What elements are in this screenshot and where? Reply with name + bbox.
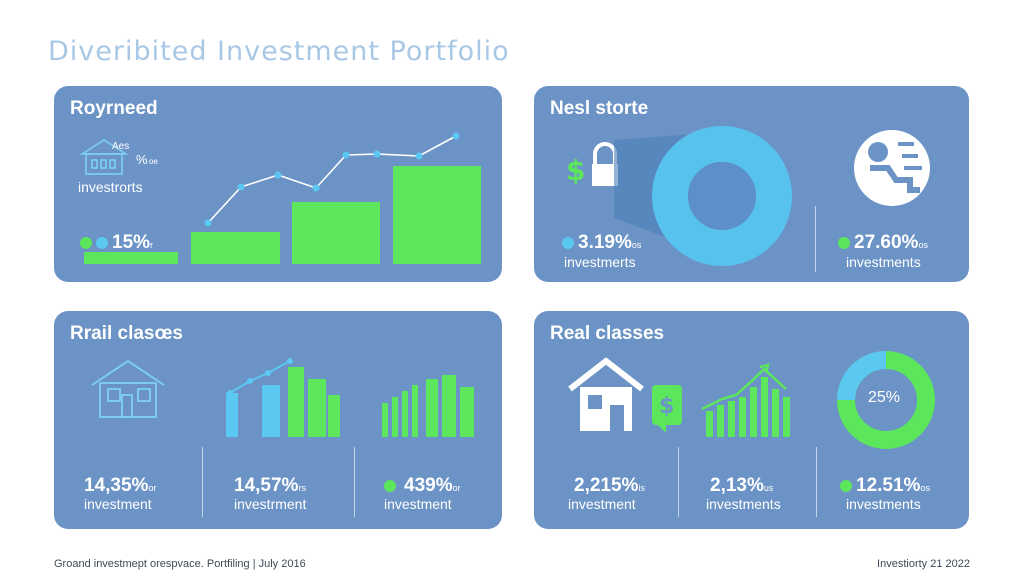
divider [202, 447, 203, 517]
stat-label: investments [846, 254, 921, 270]
bar-1 [84, 252, 178, 264]
footer-right: Investiorty 21 2022 [877, 558, 970, 570]
panel-real-classes: Real classes $ 25% 2,215%is investment 2… [534, 311, 969, 529]
stat-value: 2,215% [574, 475, 639, 496]
stat-p2-1: 3.19%os [562, 232, 641, 254]
stat-value: 439% [404, 475, 453, 496]
dollar-tag-icon: $ [652, 385, 682, 433]
stat-suffix: is [638, 483, 645, 493]
donut-chart [614, 126, 792, 266]
icon-suffix: oe [149, 157, 158, 166]
stat-p3-3: 439%or [384, 475, 461, 497]
stat-label: investment [384, 496, 452, 512]
panel-title: Nesl storte [550, 98, 649, 119]
stat-value: 14,35% [84, 475, 149, 496]
page-title: Diveribited Investment Portfolio [48, 36, 510, 67]
stat-value: 2,13% [710, 475, 764, 496]
donut-label: 25% [868, 389, 901, 406]
stat-value: 15% [112, 232, 151, 253]
bar-4 [393, 166, 481, 264]
stat-p3-2: 14,57%rs [234, 475, 306, 497]
panel-storage: Nesl storte $ 3.19%os investmerts 27.60%… [534, 86, 969, 282]
stat-label: investment [84, 496, 152, 512]
stat-suffix: or [452, 483, 461, 493]
green-dot [840, 479, 852, 492]
stat-p3-1: 14,35%or [84, 475, 156, 497]
stat-value: 12.51% [856, 475, 921, 496]
panel-title: Rrail clasœs [70, 323, 183, 344]
stat-p4-2: 2,13%us [710, 475, 773, 497]
stat-p4-3: 12.51%os [840, 475, 930, 497]
bank-icon [79, 139, 129, 175]
svg-text:$: $ [659, 394, 674, 419]
stat-suffix: rs [298, 483, 306, 493]
green-dot [838, 236, 850, 249]
blue-dot [562, 236, 574, 249]
panel-real-estate-classes: Rrail clasœs 14,35%or investment 14,57%r… [54, 311, 502, 529]
stat-value: 27.60% [854, 232, 919, 253]
stat-p1: 15%r [80, 232, 153, 254]
icon-text: Aes [112, 141, 130, 152]
stat-p4-1: 2,215%is [574, 475, 645, 497]
growth-bar-chart [84, 132, 481, 264]
icon-label: investrorts [78, 179, 143, 195]
growth-chart-icon [701, 363, 790, 437]
stat-label: investrment [234, 496, 307, 512]
icon-pct: % [136, 152, 148, 167]
buildings-growth-icon [226, 358, 340, 437]
divider [815, 206, 816, 272]
panel-growth: Royrneed Aes % oe investrorts 15%r [54, 86, 502, 282]
stat-value: 14,57% [234, 475, 299, 496]
stat-suffix: r [150, 240, 154, 250]
bar-2 [191, 232, 280, 264]
house-outline-icon [91, 359, 165, 418]
house-icon [568, 357, 644, 431]
stat-suffix: os [631, 240, 642, 250]
stat-label: investments [706, 496, 781, 512]
person-stairs-icon [854, 130, 930, 206]
stat-suffix: os [918, 240, 928, 250]
stat-suffix: os [920, 483, 930, 493]
stat-suffix: or [148, 483, 157, 493]
pie-donut-chart [837, 351, 935, 449]
divider [354, 447, 355, 517]
blue-dot [96, 236, 108, 249]
stat-value: 3.19% [578, 232, 632, 253]
trend-line [207, 135, 457, 224]
stat-label: investment [568, 496, 636, 512]
green-dot [384, 479, 396, 492]
bar-3 [292, 202, 380, 264]
svg-text:$: $ [566, 154, 585, 187]
footer-left: Groand investmept orespvace. Portfiling … [54, 558, 306, 570]
green-dot [80, 236, 92, 249]
stat-label: investments [846, 496, 921, 512]
panel-title: Real classes [550, 323, 665, 344]
stat-suffix: us [763, 483, 774, 493]
city-bars-icon [382, 375, 474, 437]
divider [816, 447, 817, 517]
stat-p2-2: 27.60%os [838, 232, 928, 254]
divider [678, 447, 679, 517]
stat-label: investmerts [564, 254, 636, 270]
panel-title: Royrneed [70, 98, 158, 119]
